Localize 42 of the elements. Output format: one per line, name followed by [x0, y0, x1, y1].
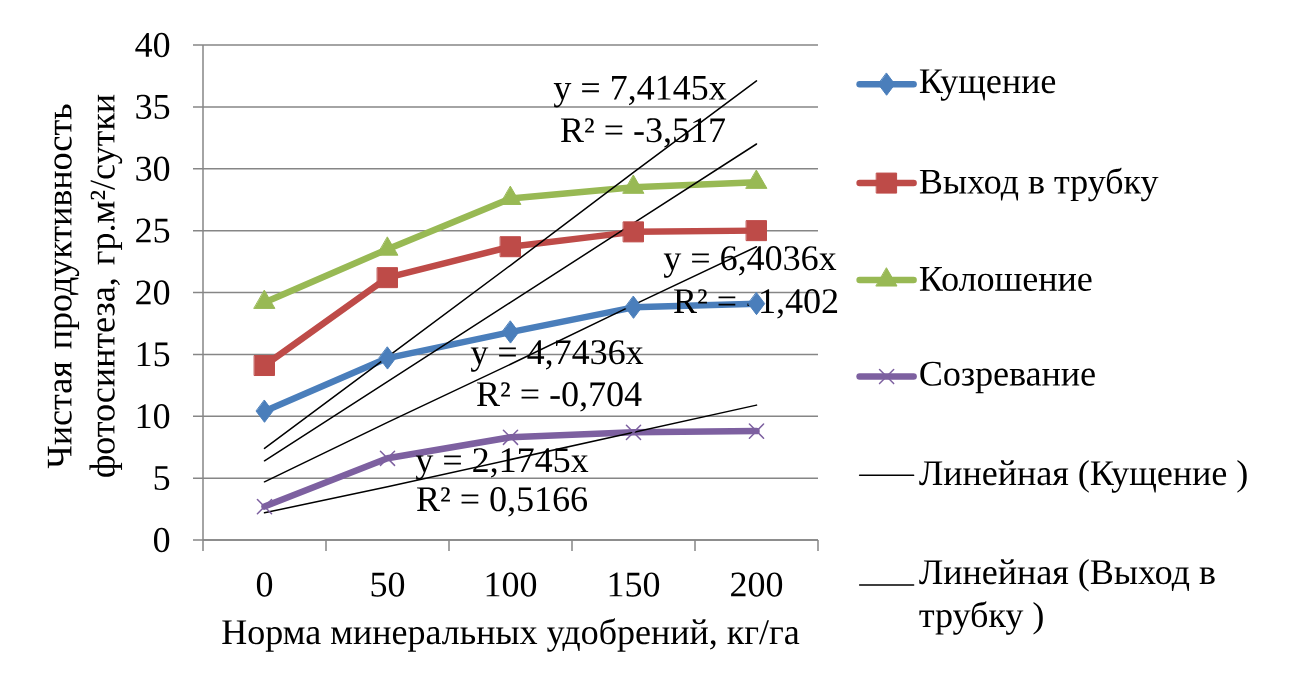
y-tick-label: 20 — [136, 280, 170, 305]
x-tick-label: 0 — [256, 572, 273, 597]
y-tick-label: 5 — [154, 466, 170, 491]
point — [379, 450, 396, 467]
x-axis-title: Норма минеральных удобрений, кг/га — [222, 618, 800, 652]
annotation: y = 7,4145x — [553, 75, 727, 108]
point — [625, 424, 642, 441]
legend-label: Линейная (Выход в трубку ) — [919, 558, 1215, 635]
legend-label: Кущение — [919, 69, 1056, 101]
y-tick-label: 30 — [136, 156, 170, 181]
annotation: y = 4,7436x — [470, 340, 644, 372]
legend-label: Созревание — [920, 361, 1095, 394]
point — [378, 346, 397, 370]
y-tick-label: 25 — [136, 218, 170, 243]
point — [377, 267, 398, 289]
x-tick-label: 200 — [731, 572, 783, 597]
point — [746, 220, 767, 242]
annotation: R² = -0,704 — [477, 382, 642, 412]
point — [748, 423, 765, 439]
annotation: y = 2,1745x — [415, 448, 589, 480]
annotation: R² = 0,5166 — [416, 487, 588, 517]
x-tick-label: 50 — [371, 572, 405, 597]
y-tick-label: 0 — [153, 527, 170, 553]
y-tick-label: 15 — [137, 342, 170, 367]
legend-label: Колошение — [919, 267, 1092, 291]
point — [501, 320, 520, 344]
legend-label: Выход в трубку — [919, 167, 1159, 202]
x-tick-label: 100 — [486, 572, 537, 597]
point — [502, 429, 519, 446]
y-tick-label: 35 — [136, 94, 170, 119]
point — [254, 355, 275, 377]
point — [255, 399, 274, 423]
point — [623, 221, 644, 243]
legend-label: Линейная (Кущение ) — [919, 460, 1247, 493]
y-tick-label: 10 — [137, 404, 170, 429]
annotation: y = 6,4036x — [663, 246, 837, 278]
x-tick-label: 150 — [609, 572, 660, 597]
point — [624, 295, 643, 319]
point — [256, 498, 273, 515]
y-tick-label: 40 — [135, 32, 170, 58]
y-axis-title: Чистая продуктивность фотосинтеза, гр.м²/сутки — [47, 94, 123, 477]
point — [500, 236, 521, 258]
